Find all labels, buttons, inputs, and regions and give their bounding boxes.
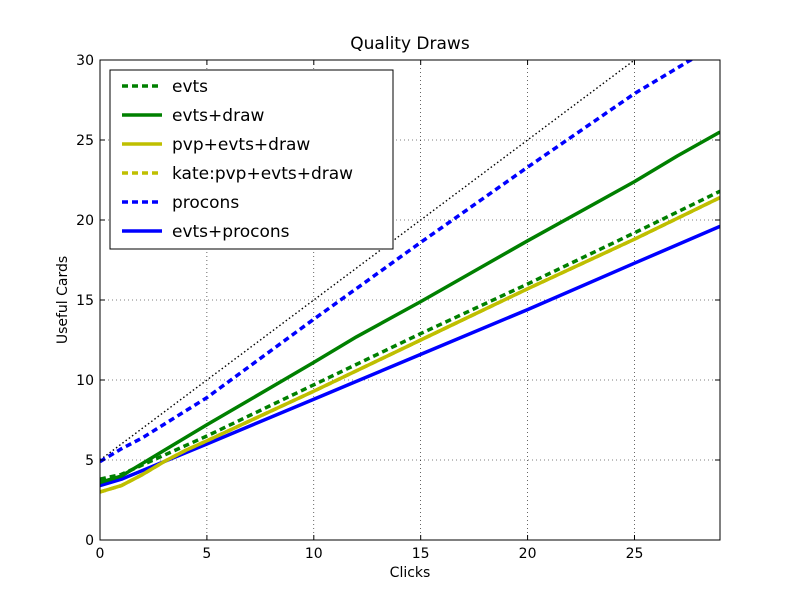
y-tick-label: 0 (85, 533, 94, 549)
legend-box (109, 69, 394, 250)
x-axis-label: Clicks (390, 565, 431, 581)
y-tick-label: 10 (76, 373, 94, 389)
legend: evts evts+draw pvp+evts+draw kate:pvp+evts+… (109, 69, 394, 250)
y-tick-label: 15 (76, 293, 94, 309)
series-line-procons (100, 60, 695, 464)
legend-label: procons (172, 193, 239, 213)
series-line-kate-pvp-evts-draw (100, 196, 720, 494)
y-tick-label: 30 (76, 53, 94, 69)
plot-area (100, 60, 720, 494)
legend-label: kate:pvp+evts+draw (172, 164, 353, 184)
legend-label: evts+procons (172, 222, 290, 242)
y-tick-label: 25 (76, 133, 94, 149)
x-tick-label: 0 (96, 546, 105, 562)
x-tick-label: 15 (412, 546, 430, 562)
x-tick-label: 10 (305, 546, 323, 562)
y-tick-label: 20 (76, 213, 94, 229)
series-line-evts-procons (100, 224, 720, 488)
legend-label: evts+draw (172, 106, 264, 126)
axis-ticks: 0 5 10 15 20 25 0 5 10 15 20 25 30 (76, 53, 720, 562)
x-tick-label: 5 (202, 546, 211, 562)
x-tick-label: 25 (626, 546, 644, 562)
legend-label: pvp+evts+draw (172, 135, 310, 155)
series-line-evts (100, 189, 720, 481)
reference-line (100, 60, 635, 461)
y-axis-label: Useful Cards (55, 256, 71, 344)
chart-title: Quality Draws (350, 34, 470, 54)
y-tick-label: 5 (85, 453, 94, 469)
legend-label: evts (172, 77, 208, 97)
x-tick-label: 20 (519, 546, 537, 562)
